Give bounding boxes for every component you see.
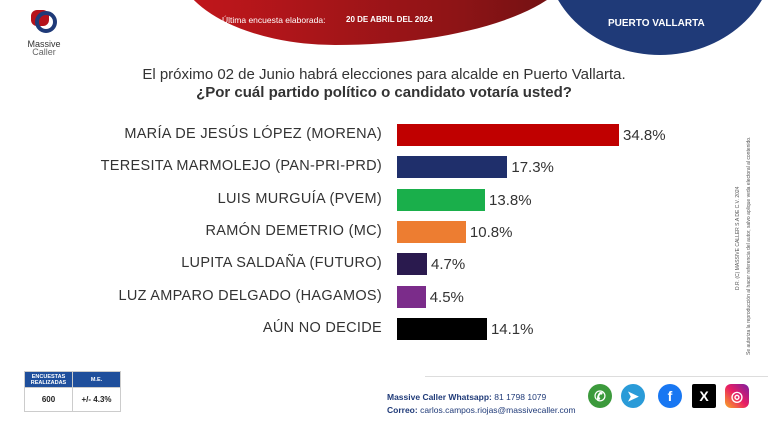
email-label: Correo: [387, 405, 418, 415]
whatsapp-icon[interactable]: ✆ [588, 384, 612, 408]
location: PUERTO VALLARTA [608, 18, 705, 29]
bar [397, 317, 487, 340]
bar [397, 156, 508, 179]
whatsapp-number[interactable]: 81 1798 1079 [494, 392, 547, 402]
brand-line2: Caller [32, 47, 56, 57]
legal-line2: Se autoriza la reproducción al hacer ref… [746, 136, 752, 355]
value-label: 4.5% [429, 288, 464, 306]
bar [397, 124, 620, 146]
whatsapp-label: Massive Caller Whatsapp: [387, 392, 492, 402]
facebook-icon[interactable]: f [658, 384, 682, 408]
surveys-value: 600 [24, 387, 73, 412]
email-line: Correo: carlos.campos.riojas@massivecall… [387, 405, 576, 415]
x-icon[interactable]: X [692, 384, 716, 408]
bar [397, 188, 486, 211]
category-label: LUZ AMPARO DELGADO (HAGAMOS) [118, 287, 382, 304]
footer-divider [425, 376, 768, 377]
value-label: 10.8% [469, 223, 513, 241]
bar [397, 220, 466, 243]
bar [397, 285, 426, 308]
survey-date: 20 DE ABRIL DEL 2024 [346, 15, 433, 24]
email-address[interactable]: carlos.campos.riojas@massivecaller.com [420, 405, 576, 415]
category-label: RAMÓN DEMETRIO (MC) [205, 222, 382, 239]
brand-line1: Massive [27, 39, 61, 49]
stats-table: ENCUESTAS REALIZADAS M.E. 600 +/- 4.3% [24, 371, 121, 412]
category-label: TERESITA MARMOLEJO (PAN-PRI-PRD) [100, 158, 382, 175]
value-label: 14.1% [490, 320, 534, 338]
value-label: 4.7% [430, 256, 466, 274]
logo-icon [31, 10, 57, 33]
whatsapp-line: Massive Caller Whatsapp: 81 1798 1079 [387, 392, 546, 402]
question-line1: El próximo 02 de Junio habrá elecciones … [142, 66, 626, 83]
instagram-icon[interactable]: ◎ [725, 384, 749, 408]
survey-label: Última encuesta elaborada: [222, 15, 326, 25]
value-label: 13.8% [489, 191, 532, 209]
category-label: LUPITA SALDAÑA (FUTURO) [181, 255, 382, 272]
legal-line1: D.R. (C) MASSIVE CALLER S.A DE C.V. 2024 [735, 186, 741, 290]
me-value: +/- 4.3% [72, 387, 121, 412]
surveys-header: ENCUESTAS REALIZADAS [24, 371, 73, 388]
logo: Massive Caller [24, 8, 64, 58]
me-header: M.E. [72, 371, 121, 388]
category-label: LUIS MURGUÍA (PVEM) [217, 190, 382, 207]
category-label: MARÍA DE JESÚS LÓPEZ (MORENA) [124, 126, 382, 142]
value-label: 34.8% [623, 127, 666, 144]
value-label: 17.3% [511, 159, 554, 177]
bar [397, 253, 427, 276]
category-label: AÚN NO DECIDE [262, 319, 382, 336]
question-line2: ¿Por cuál partido político o candidato v… [196, 84, 572, 101]
telegram-icon[interactable]: ➤ [621, 384, 645, 408]
